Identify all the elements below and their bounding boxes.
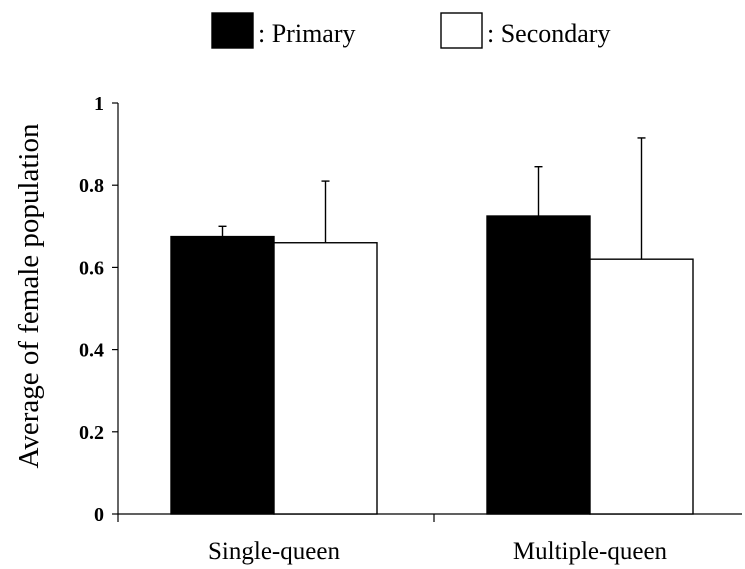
y-axis: 0 0.2 0.4 0.6 0.8 1 [79,93,119,526]
bar [170,235,275,515]
legend-label: : Secondary [487,19,610,48]
x-tick-label: Multiple-queen [513,538,668,565]
bar [589,258,694,515]
y-tick-label: 0.4 [79,340,104,362]
legend: : Primary : Secondary [211,12,610,49]
x-tick-label: Single-queen [208,538,340,565]
legend-label: : Primary [258,19,356,48]
bars [170,215,694,515]
error-bars [218,137,646,260]
bar [273,242,378,515]
y-axis-title: Average of female population [13,123,45,468]
y-tick-label: 0.2 [79,422,104,444]
y-tick-label: 1 [94,93,104,115]
y-tick-label: 0.6 [79,257,104,279]
y-tick-label: 0 [94,504,104,526]
legend-swatch [211,12,254,49]
y-tick-label: 0.8 [79,175,104,197]
bar [486,215,591,515]
x-axis: Single-queen Multiple-queen [117,513,742,565]
legend-swatch [440,12,483,49]
